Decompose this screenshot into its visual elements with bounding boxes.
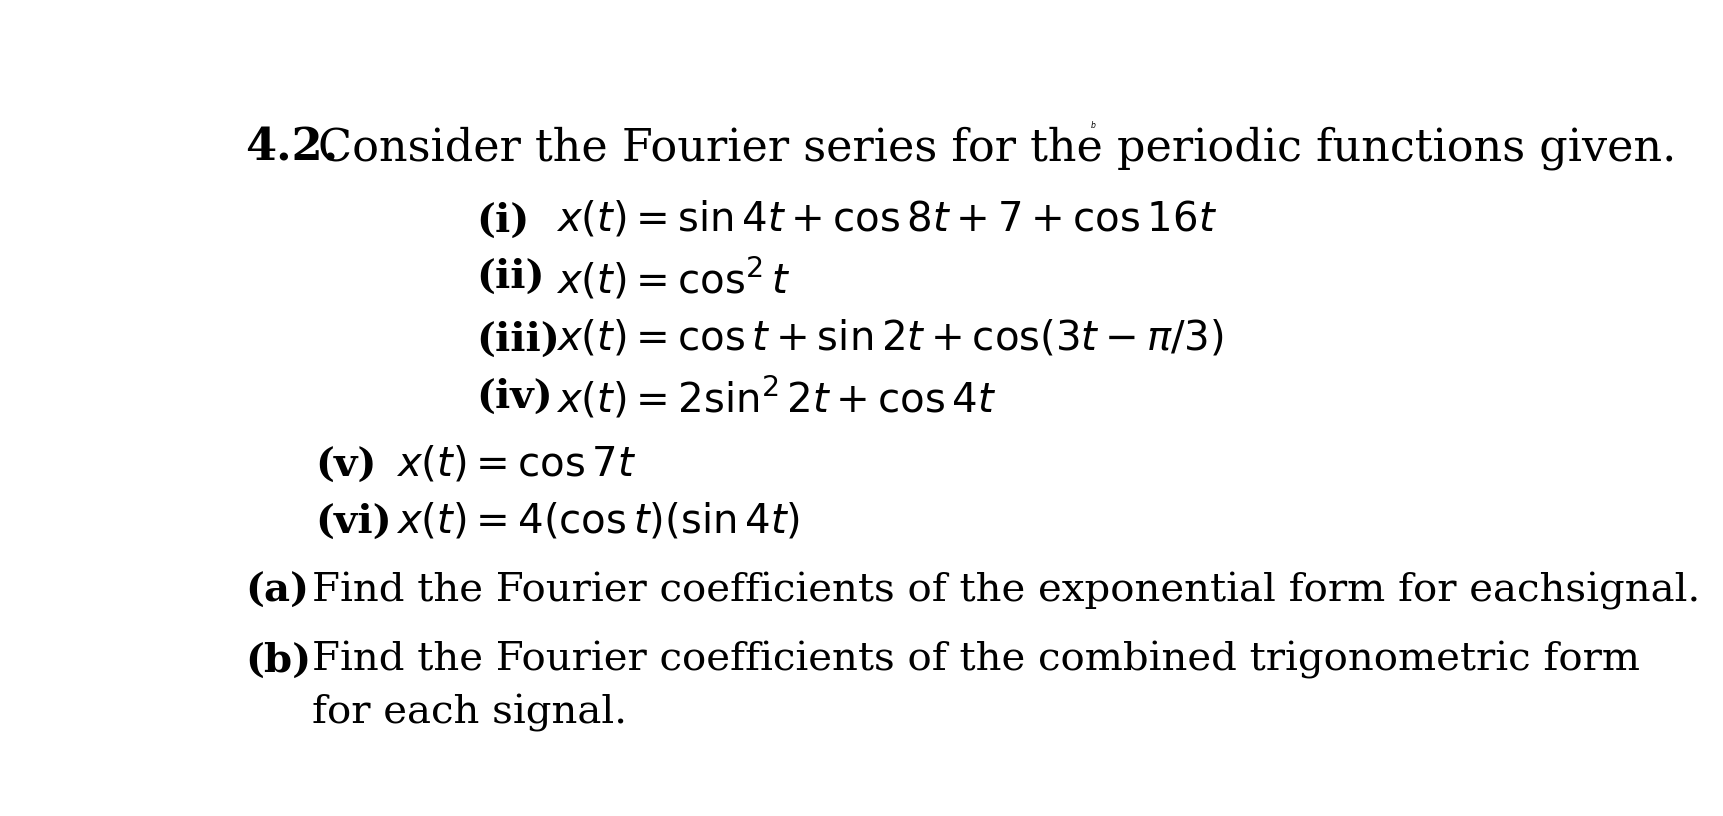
Text: $x(t) = \cos 7t$: $x(t) = \cos 7t$ xyxy=(396,444,636,484)
Text: Find the Fourier coefficients of the exponential form for eachsignal.: Find the Fourier coefficients of the exp… xyxy=(312,572,1701,610)
Text: $x(t) = \cos t + \sin 2t + \cos(3t - \pi/3)$: $x(t) = \cos t + \sin 2t + \cos(3t - \pi… xyxy=(557,317,1223,358)
Text: (vi): (vi) xyxy=(315,503,393,541)
Text: $x(t) = \cos^2 t$: $x(t) = \cos^2 t$ xyxy=(557,255,791,301)
Text: $^{b}$: $^{b}$ xyxy=(1091,121,1096,131)
Text: (b): (b) xyxy=(245,641,312,680)
Text: $x(t) = \sin 4t + \cos 8t + 7 + \cos 16t$: $x(t) = \sin 4t + \cos 8t + 7 + \cos 16t… xyxy=(557,198,1216,238)
Text: (v): (v) xyxy=(315,446,377,485)
Text: 4.2.: 4.2. xyxy=(245,126,338,169)
Text: Find the Fourier coefficients of the combined trigonometric form
for each signal: Find the Fourier coefficients of the com… xyxy=(312,641,1640,732)
Text: $x(t) = 2\sin^2 2t + \cos 4t$: $x(t) = 2\sin^2 2t + \cos 4t$ xyxy=(557,375,996,420)
Text: $x(t) = 4(\cos t)(\sin 4t)$: $x(t) = 4(\cos t)(\sin 4t)$ xyxy=(396,500,799,540)
Text: (iii): (iii) xyxy=(476,321,560,359)
Text: (ii): (ii) xyxy=(476,258,544,296)
Text: (a): (a) xyxy=(245,572,308,610)
Text: (iv): (iv) xyxy=(476,378,553,415)
Text: Consider the Fourier series for the periodic functions given.: Consider the Fourier series for the peri… xyxy=(319,126,1676,170)
Text: (i): (i) xyxy=(476,202,529,240)
